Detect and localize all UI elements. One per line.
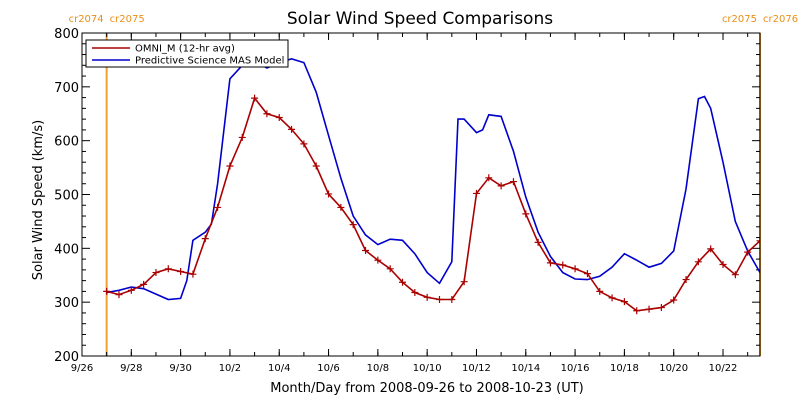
omni-data-point xyxy=(769,252,776,259)
omni-data-point xyxy=(756,237,760,245)
omni-data-point xyxy=(645,305,653,313)
omni-data-point xyxy=(238,133,246,141)
omni-data-point xyxy=(177,267,185,275)
omni-data-point xyxy=(399,278,407,286)
y-tick-label: 600 xyxy=(54,135,79,150)
omni-data-point xyxy=(719,260,727,268)
y-axis: 200 300 400 500 600 700 800 xyxy=(54,27,760,365)
carrington-label-left: cr2075 xyxy=(722,14,757,25)
x-tick-label: 10/12 xyxy=(462,363,491,374)
omni-data-point xyxy=(559,261,567,269)
y-tick-label: 400 xyxy=(54,242,79,257)
omni-data-point xyxy=(115,291,123,299)
y-tick-label: 500 xyxy=(54,189,79,204)
omni-data-point xyxy=(214,203,222,211)
x-tick-label: 10/10 xyxy=(413,363,442,374)
carrington-label-right: cr2076 xyxy=(763,14,798,25)
omni-data-point xyxy=(152,269,160,277)
omni-data-point xyxy=(571,265,579,273)
x-axis: 9/26 9/28 9/30 10/2 10/4 10/6 10/8 10/10 10/12 10… xyxy=(71,33,749,374)
y-axis-label: Solar Wind Speed (km/s) xyxy=(31,120,46,280)
omni-data-point xyxy=(325,190,333,198)
omni-data-point xyxy=(620,298,628,306)
omni-data-point xyxy=(546,259,554,267)
x-tick-label: 10/16 xyxy=(561,363,590,374)
legend-entry: OMNI_M (12-hr avg) xyxy=(135,44,235,55)
omni-data-point xyxy=(251,94,259,102)
y-tick-label: 300 xyxy=(54,296,79,311)
x-tick-label: 9/26 xyxy=(71,363,93,374)
omni-data-point xyxy=(263,110,271,118)
omni-data-point xyxy=(731,271,739,279)
omni-data-point xyxy=(337,203,345,211)
y-tick-label: 800 xyxy=(54,27,79,42)
omni-data-point xyxy=(460,278,468,286)
omni-data-point xyxy=(362,246,370,254)
x-tick-label: 10/20 xyxy=(659,363,688,374)
omni-data-point xyxy=(472,189,480,197)
omni-data-point xyxy=(682,276,690,284)
omni-data-point xyxy=(534,238,542,246)
omni-data-point xyxy=(670,296,678,304)
legend: OMNI_M (12-hr avg)Predictive Science MAS… xyxy=(85,39,289,68)
omni-data-point xyxy=(657,304,665,312)
carrington-label-left: cr2074 xyxy=(69,14,104,25)
y-tick-label: 200 xyxy=(54,350,79,365)
plot-frame xyxy=(81,32,761,357)
omni-data-point xyxy=(374,256,382,264)
x-tick-label: 9/28 xyxy=(120,363,142,374)
x-axis-label: Month/Day from 2008-09-26 to 2008-10-23 … xyxy=(270,381,583,396)
omni-data-point xyxy=(201,235,209,243)
omni-data-point xyxy=(189,270,197,278)
carrington-label-right: cr2075 xyxy=(110,14,145,25)
omni-data-point xyxy=(300,140,308,148)
omni-data-point xyxy=(275,114,283,122)
series-layer xyxy=(103,57,776,315)
omni-data-point xyxy=(744,248,752,256)
omni-data-point xyxy=(226,162,234,170)
omni-data-point xyxy=(312,162,320,170)
omni-data-point xyxy=(707,245,715,253)
omni-data-point xyxy=(349,221,357,229)
omni-data-point xyxy=(497,182,505,190)
x-tick-label: 10/8 xyxy=(367,363,389,374)
omni-data-point xyxy=(608,294,616,302)
omni-data-point xyxy=(411,288,419,296)
omni-data-point xyxy=(435,295,443,303)
x-tick-label: 10/14 xyxy=(511,363,540,374)
x-tick-label: 10/2 xyxy=(219,363,241,374)
omni-data-point xyxy=(485,174,493,182)
omni-data-point xyxy=(509,178,517,186)
omni-data-point xyxy=(448,295,456,303)
x-tick-label: 10/6 xyxy=(317,363,339,374)
omni-data-point xyxy=(127,286,135,294)
omni-data-point xyxy=(522,210,530,218)
mas-model-series-line xyxy=(106,57,760,301)
chart-title: Solar Wind Speed Comparisons xyxy=(287,9,553,29)
omni-data-point xyxy=(164,265,172,273)
omni-data-point xyxy=(423,293,431,301)
omni-data-point xyxy=(140,280,148,288)
omni-data-point xyxy=(288,125,296,133)
x-tick-label: 10/22 xyxy=(709,363,738,374)
omni-data-point xyxy=(583,270,591,278)
omni-data-point xyxy=(633,307,641,315)
omni-data-point xyxy=(596,287,604,295)
omni-data-point xyxy=(694,258,702,266)
legend-entry: Predictive Science MAS Model xyxy=(135,56,284,67)
y-tick-label: 700 xyxy=(54,81,79,96)
omni-series-line xyxy=(106,96,760,312)
x-tick-label: 9/30 xyxy=(169,363,191,374)
omni-data-point xyxy=(103,287,111,295)
legend-box xyxy=(85,39,289,68)
x-tick-label: 10/18 xyxy=(610,363,639,374)
omni-data-point xyxy=(386,265,394,273)
x-tick-label: 10/4 xyxy=(268,363,290,374)
